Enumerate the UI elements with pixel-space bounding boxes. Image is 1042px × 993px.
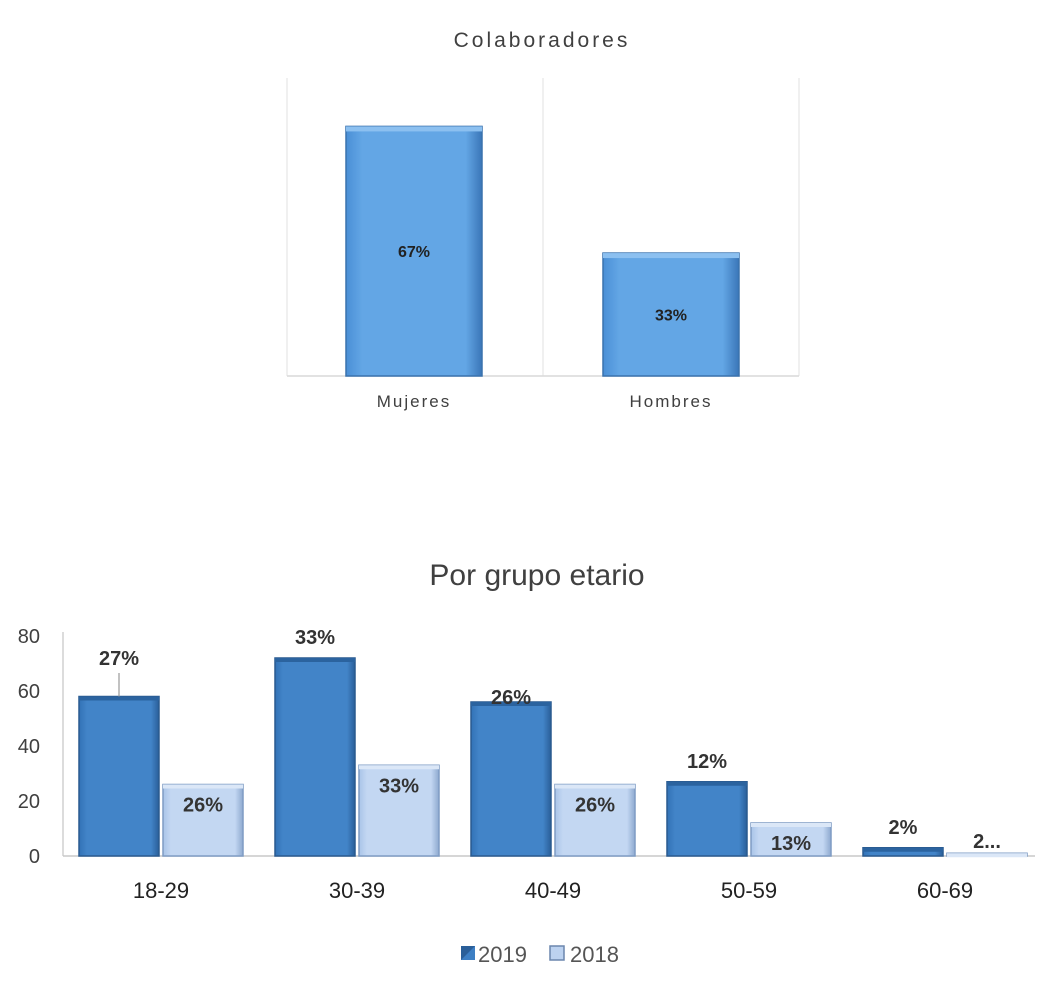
- chart1-bar-top-mujeres: [346, 126, 482, 132]
- chart2-bar-top-2019-50-59: [667, 781, 747, 786]
- chart2-bar-2019-18-29: [78, 695, 160, 857]
- chart2-category-50-59: 50-59: [721, 878, 777, 903]
- chart2-data-label-2019-40-49: 26%: [491, 687, 531, 709]
- chart2-bar-2019-30-39: [274, 657, 356, 857]
- chart2-bar-top-2018-40-49: [555, 784, 635, 789]
- chart2-bar-top-2019-40-49: [471, 702, 551, 706]
- legend-label-2019: 2019: [478, 942, 527, 967]
- chart2-category-40-49: 40-49: [525, 878, 581, 903]
- chart2-bar-2018-30-39: [358, 764, 440, 857]
- chart2-bar-top-2019-60-69: [863, 847, 943, 852]
- chart2-y-tick-20: 20: [18, 791, 40, 813]
- chart2-legend: 2019 2018: [461, 942, 619, 967]
- chart2-data-label-2019-30-39: 33%: [295, 627, 335, 649]
- chart2-data-label-2018-60-69: 2...: [973, 831, 1001, 853]
- chart1-bar-mujeres: [345, 125, 483, 377]
- chart2-title: Por grupo etario: [429, 559, 644, 592]
- chart2-y-tick-60: 60: [18, 681, 40, 703]
- chart2-y-tick-0: 0: [29, 846, 40, 868]
- chart2-category-18-29: 18-29: [133, 878, 189, 903]
- chart2-category-60-69: 60-69: [917, 878, 973, 903]
- chart1-data-label-hombres: 33%: [655, 308, 687, 325]
- chart2-data-label-2018-30-39: 33%: [379, 775, 419, 797]
- chart1-title: Colaboradores: [454, 29, 631, 52]
- chart2-bar-top-2018-50-59: [751, 823, 831, 827]
- chart2-bar-top-2018-18-29: [163, 784, 243, 789]
- chart2-bar-top-2019-18-29: [79, 696, 159, 701]
- chart2-bar-2019-50-59: [666, 781, 748, 857]
- chart2-data-label-2018-40-49: 26%: [575, 795, 615, 817]
- chart1-category-mujeres: Mujeres: [377, 392, 451, 411]
- chart2-bar-top-2019-30-39: [275, 658, 355, 662]
- chart-por-grupo-etario: Por grupo etario 0 20 40 60 80 27% 33% 26% 12% 2…: [18, 559, 1035, 967]
- legend-swatch-2019-shade: [461, 946, 475, 960]
- chart2-bar-top-2018-60-69: [947, 853, 1027, 858]
- chart2-data-label-2018-50-59: 13%: [771, 833, 811, 855]
- chart2-y-tick-80: 80: [18, 626, 40, 648]
- legend-swatch-2018: [549, 945, 565, 961]
- chart2-data-label-2019-18-29: 27%: [99, 648, 139, 670]
- chart2-data-label-2019-60-69: 2%: [889, 817, 918, 839]
- legend-label-2018: 2018: [570, 942, 619, 967]
- chart2-data-label-2018-18-29: 26%: [183, 795, 223, 817]
- chart2-category-30-39: 30-39: [329, 878, 385, 903]
- chart1-bar-top-hombres: [603, 253, 739, 259]
- chart2-y-tick-40: 40: [18, 736, 40, 758]
- chart2-bar-2019-40-49: [470, 701, 552, 857]
- chart-colaboradores: Colaboradores 67% 33% Mujeres Hombres: [286, 29, 800, 411]
- chart2-bar-top-2018-30-39: [359, 765, 439, 770]
- chart2-data-label-2019-50-59: 12%: [687, 751, 727, 773]
- chart1-category-hombres: Hombres: [630, 392, 713, 411]
- chart1-bar-hombres: [602, 252, 740, 377]
- chart1-data-label-mujeres: 67%: [398, 244, 430, 261]
- chart2-bar-2018-50-59: [750, 822, 832, 857]
